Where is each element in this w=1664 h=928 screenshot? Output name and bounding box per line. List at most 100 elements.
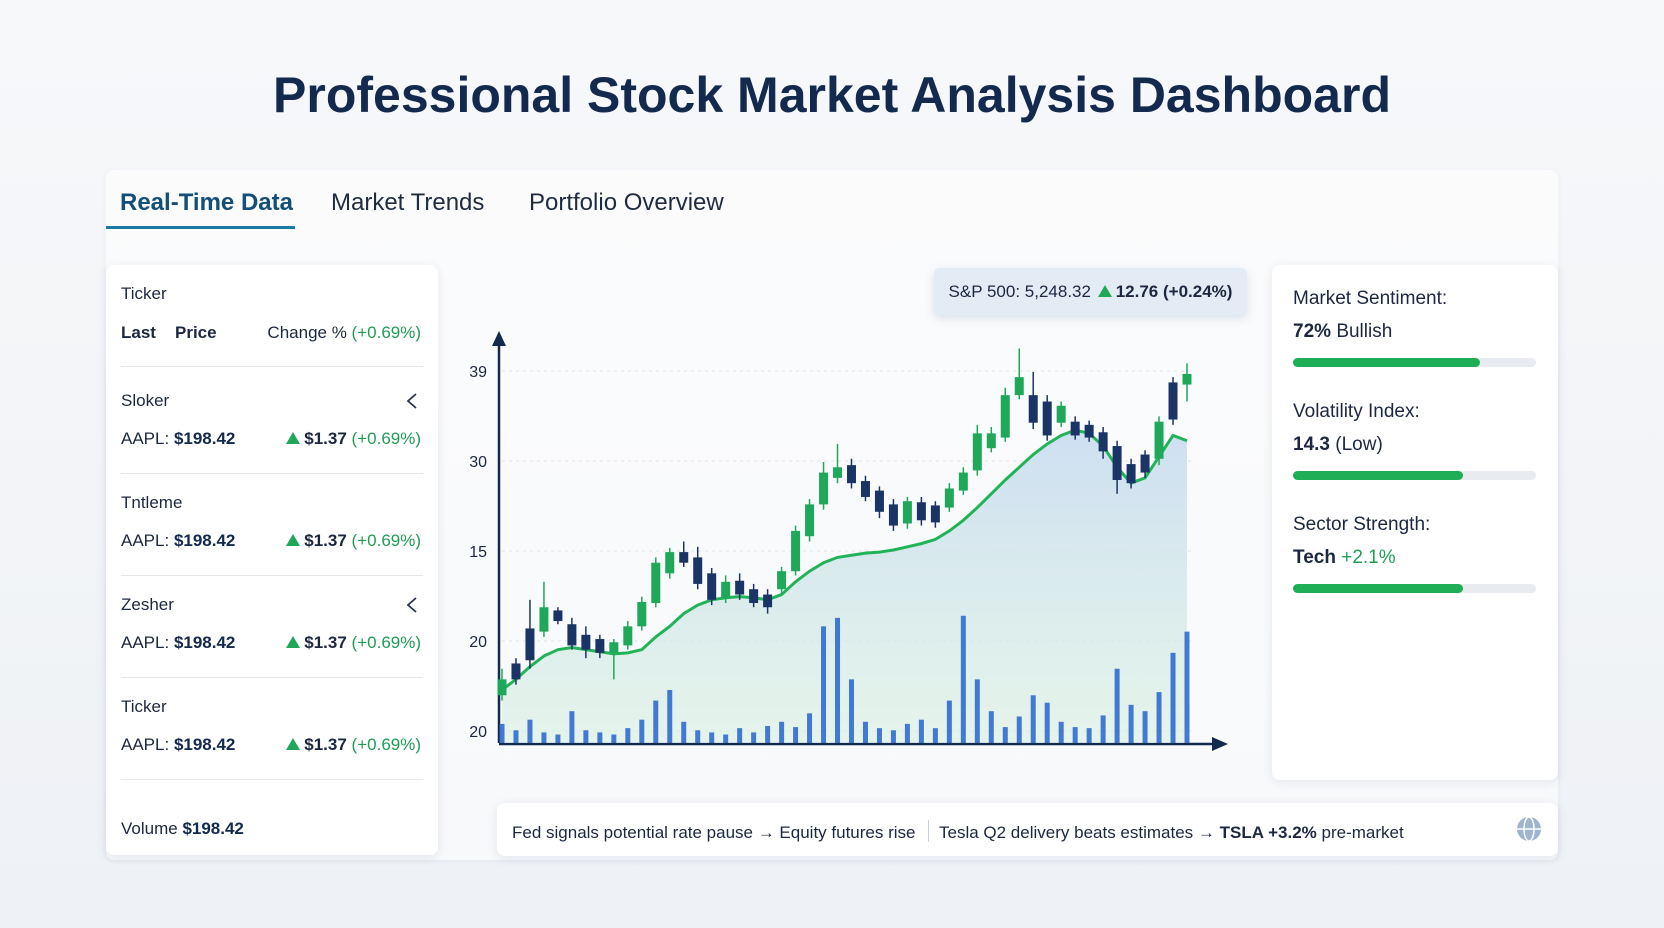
change-label: Change % — [267, 323, 347, 342]
volume-bar — [932, 728, 938, 743]
row-label: Sloker — [121, 391, 170, 410]
up-arrow — [286, 534, 301, 546]
candle-body — [721, 581, 731, 598]
volume-bar — [1170, 652, 1176, 743]
candle-body — [1028, 395, 1038, 423]
candle-body — [665, 552, 675, 574]
progress-bar — [1293, 358, 1481, 367]
candle-body — [791, 530, 801, 572]
row-price: AAPL: $198.42 — [121, 735, 235, 755]
volume-bar — [876, 728, 882, 743]
volume-bar — [625, 728, 631, 743]
candle-body — [679, 552, 689, 563]
volume-bar — [1086, 728, 1092, 743]
volume-bar — [541, 732, 547, 743]
volume-bar — [639, 719, 645, 743]
volume-bar — [848, 679, 854, 743]
divider — [121, 575, 423, 576]
candle-body — [833, 467, 843, 478]
candle-body — [539, 607, 549, 632]
header-price: Price — [175, 323, 217, 342]
news-bar — [497, 803, 1558, 856]
volume: Volume $198.42 — [121, 819, 244, 839]
row-price: AAPL: $198.42 — [121, 531, 235, 551]
candle-body — [1140, 454, 1150, 473]
volume-bar — [765, 726, 771, 743]
metric-value: 14.3 (Low) — [1293, 434, 1383, 456]
change-pct: (+0.69%) — [351, 531, 421, 550]
volume-bar — [723, 734, 729, 743]
candle-body — [902, 501, 912, 524]
volume-bar — [807, 713, 813, 743]
tab[interactable]: Portfolio Overview — [529, 189, 724, 216]
y-tick-label: 39 — [469, 364, 487, 381]
candle-body — [1084, 424, 1094, 438]
value: 14.3 — [1293, 434, 1330, 455]
divider — [121, 366, 423, 367]
volume-bar — [974, 679, 980, 743]
volume-bar — [597, 732, 603, 743]
volume-bar — [1072, 727, 1078, 743]
change: $1.37 — [304, 531, 347, 550]
candle-body — [553, 610, 563, 622]
candle-body — [1070, 421, 1080, 436]
value: 72% — [1293, 321, 1332, 342]
chevron[interactable] — [405, 595, 419, 615]
tab[interactable]: Real-Time Data — [120, 189, 293, 216]
volume-bar — [1002, 727, 1008, 743]
row-change: $1.37 (+0.69%) — [286, 735, 421, 755]
row-label: Zesher — [121, 595, 174, 614]
ticker: AAPL: — [121, 429, 170, 448]
volume-bar — [779, 721, 785, 743]
volume-bar — [681, 721, 687, 743]
volume-bar — [1044, 702, 1050, 743]
candle-body — [972, 433, 982, 471]
candle-body — [930, 505, 940, 523]
volume-bar — [527, 719, 533, 743]
index-value: 5,248.32 — [1024, 282, 1091, 301]
row-price: AAPL: $198.42 — [121, 429, 235, 449]
divider — [121, 473, 423, 474]
volume-bar — [1058, 721, 1064, 743]
candle-body — [511, 663, 521, 680]
candle-body — [749, 589, 759, 604]
volume-bar — [862, 721, 868, 743]
candle-body — [846, 465, 856, 484]
volume-bar — [499, 723, 505, 743]
candle-body — [651, 562, 661, 604]
row-label: Ticker — [121, 697, 167, 716]
volume-bar — [737, 728, 743, 743]
volume-bar — [667, 689, 673, 743]
candle-body — [1014, 377, 1024, 396]
candle-body — [958, 472, 968, 491]
metric-label: Market Sentiment: — [1293, 288, 1448, 309]
divider — [121, 779, 423, 780]
candle-body — [860, 481, 870, 497]
up-arrow — [286, 738, 301, 750]
volume-bar — [960, 615, 966, 743]
index-change-pct: (+0.24%) — [1163, 282, 1233, 301]
progress-track — [1293, 471, 1536, 480]
metric-label: Sector Strength: — [1293, 514, 1431, 535]
row-change: $1.37 (+0.69%) — [286, 633, 421, 653]
x-axis-arrow — [1212, 737, 1228, 751]
y-tick-label: 15 — [469, 544, 487, 561]
ticker: AAPL: — [121, 531, 170, 550]
volume-value: $198.42 — [182, 819, 244, 838]
index-label: S&P 500: — [948, 282, 1021, 301]
up-arrow — [1097, 285, 1112, 297]
row-change: $1.37 (+0.69%) — [286, 531, 421, 551]
candle-body — [1154, 421, 1164, 459]
volume-bar — [821, 626, 827, 743]
up-arrow — [286, 636, 301, 648]
globe-icon[interactable] — [1516, 816, 1542, 842]
chevron[interactable] — [405, 391, 419, 411]
tab[interactable]: Market Trends — [331, 189, 485, 216]
y-tick-label: 30 — [469, 454, 487, 471]
divider — [121, 677, 423, 678]
volume-bar — [1128, 704, 1134, 743]
progress-track — [1293, 584, 1536, 593]
volume-bar — [1114, 668, 1120, 743]
row-change: $1.37 (+0.69%) — [286, 429, 421, 449]
